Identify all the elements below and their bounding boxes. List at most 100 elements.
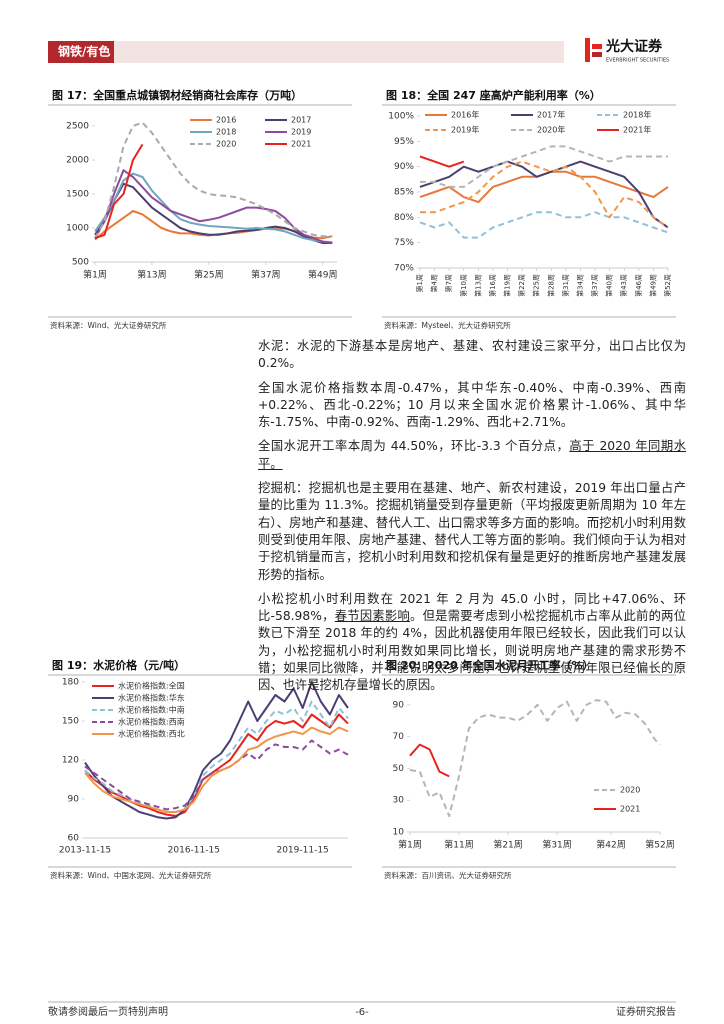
footer-label: 证券研究报告 bbox=[616, 1005, 676, 1018]
legend-label: 2016 bbox=[216, 116, 236, 125]
y-tick-label: 1500 bbox=[66, 190, 89, 200]
legend-label: 2017年 bbox=[537, 110, 565, 120]
legend-label: 水泥价格指数:中南 bbox=[118, 705, 185, 715]
chart-source: 资料来源：Mysteel、光大证券研究所 bbox=[384, 320, 511, 330]
y-tick-label: 500 bbox=[72, 258, 89, 268]
y-tick-label: 10 bbox=[393, 828, 405, 838]
x-tick-label: 第1周 bbox=[415, 274, 424, 292]
x-tick-label: 第16周 bbox=[488, 274, 497, 297]
legend-label: 2020 bbox=[216, 140, 236, 149]
x-tick-label: 第19周 bbox=[503, 274, 512, 297]
footer-note: 敬请参阅最后一页特别声明 bbox=[48, 1005, 168, 1018]
y-tick-label: 150 bbox=[62, 717, 79, 727]
text-run: 高于 2020 年同期水平。 bbox=[258, 439, 686, 471]
text-run: 小松挖机小时利用数在 2021 年 2 月为 45.0 小时，同比+47.06%… bbox=[258, 591, 686, 624]
section-title: 钢铁/有色 bbox=[58, 44, 110, 59]
paragraph: 水泥：水泥的下游基本是房地产、基建、农村建设三家平分，出口占比仅为 0.2%。 bbox=[258, 338, 686, 373]
x-tick-label: 第13周 bbox=[473, 274, 482, 297]
x-tick-label: 第31周 bbox=[561, 274, 570, 297]
text-run: 水泥：水泥的下游基本是房地产、基建、农村建设三家平分，出口占比仅为 0.2%。 bbox=[258, 339, 686, 371]
y-tick-label: 60 bbox=[68, 834, 80, 844]
series-line bbox=[94, 121, 333, 239]
y-tick-label: 85% bbox=[394, 188, 414, 198]
legend-label: 水泥价格指数:华东 bbox=[118, 693, 185, 703]
x-tick-label: 第34周 bbox=[575, 274, 584, 297]
y-tick-label: 70 bbox=[393, 732, 405, 742]
legend-label: 2016年 bbox=[451, 110, 479, 120]
x-tick-label: 第52周 bbox=[663, 274, 672, 297]
x-tick-label: 2016-11-15 bbox=[168, 846, 220, 856]
logo-icon bbox=[592, 52, 602, 57]
y-tick-label: 75% bbox=[394, 238, 414, 248]
legend-label: 2018 bbox=[216, 128, 236, 137]
chart-title: 图 18：全国 247 座高炉产能利用率（%） bbox=[386, 88, 601, 102]
paragraph: 全国水泥开工率本周为 44.50%，环比-3.3 个百分点，高于 2020 年同… bbox=[258, 438, 686, 473]
x-tick-label: 第49周 bbox=[308, 269, 337, 281]
x-tick-label: 第49周 bbox=[648, 274, 657, 297]
x-tick-label: 第10周 bbox=[459, 274, 468, 297]
legend-label: 水泥价格指数:全国 bbox=[118, 681, 185, 691]
x-tick-label: 第31周 bbox=[542, 839, 571, 851]
y-tick-label: 50 bbox=[393, 764, 405, 774]
logo-icon bbox=[585, 38, 590, 62]
x-tick-label: 2019-11-15 bbox=[276, 846, 328, 856]
series-line bbox=[420, 160, 669, 229]
legend-label: 2021年 bbox=[623, 125, 651, 135]
x-tick-label: 第21周 bbox=[493, 839, 522, 851]
series-line bbox=[94, 172, 333, 244]
logo: 光大证券 EVERBRIGHT SECURITIES bbox=[585, 38, 669, 64]
section-band bbox=[114, 41, 564, 63]
text-run: 。但是需要考虑到小松挖掘机市占率从此前的两位数已下滑至 2018 年的约 4%，… bbox=[258, 609, 686, 693]
y-tick-label: 90% bbox=[394, 162, 414, 172]
chart-title: 图 17：全国重点城镇钢材经销商社会库存（万吨） bbox=[52, 88, 302, 102]
paragraph: 挖掘机：挖掘机也是主要用在基建、地产、新农村建设，2019 年出口量占产量的比重… bbox=[258, 480, 686, 584]
text-run: 全国水泥价格指数本周-0.47%，其中华东-0.40%、中南-0.39%、西南+… bbox=[258, 380, 686, 430]
x-tick-label: 第42周 bbox=[596, 839, 625, 851]
series-line bbox=[84, 681, 349, 820]
legend-label: 2019 bbox=[291, 128, 311, 137]
x-tick-label: 2013-11-15 bbox=[59, 846, 111, 856]
legend-label: 水泥价格指数:西南 bbox=[118, 717, 185, 727]
legend-label: 2017 bbox=[291, 116, 311, 125]
series-line bbox=[94, 143, 144, 240]
series-line bbox=[419, 160, 669, 229]
series-line bbox=[409, 743, 450, 778]
y-tick-label: 70% bbox=[394, 264, 414, 274]
chart-source: 资料来源：Wind、中国水泥网、光大证券研究所 bbox=[50, 870, 212, 880]
y-tick-label: 2500 bbox=[66, 122, 89, 132]
paragraph: 小松挖机小时利用数在 2021 年 2 月为 45.0 小时，同比+47.06%… bbox=[258, 591, 686, 695]
legend-label: 2021 bbox=[620, 805, 640, 814]
chart-source: 资料来源：Wind、光大证券研究所 bbox=[50, 320, 167, 330]
text-run: 春节因素影响 bbox=[334, 609, 411, 624]
body-text: 水泥：水泥的下游基本是房地产、基建、农村建设三家平分，出口占比仅为 0.2%。全… bbox=[258, 338, 686, 702]
legend-label: 2020 bbox=[620, 786, 640, 795]
series-line bbox=[84, 739, 349, 811]
x-tick-label: 第1周 bbox=[398, 839, 422, 851]
x-tick-label: 第40周 bbox=[605, 274, 614, 297]
x-tick-label: 第52周 bbox=[645, 839, 674, 851]
x-tick-label: 第22周 bbox=[517, 274, 526, 297]
legend-label: 2018年 bbox=[623, 110, 651, 120]
x-tick-label: 第46周 bbox=[634, 274, 643, 297]
chart-title: 图 20：2020 年全国水泥月开工率（%） bbox=[386, 658, 594, 672]
x-tick-label: 第43周 bbox=[619, 274, 628, 297]
section-tag bbox=[48, 41, 114, 63]
legend-label: 2020年 bbox=[537, 125, 565, 135]
legend-label: 2019年 bbox=[451, 125, 479, 135]
y-tick-label: 100% bbox=[388, 112, 414, 122]
x-tick-label: 第13周 bbox=[137, 269, 166, 281]
logo-subtext: EVERBRIGHT SECURITIES bbox=[606, 58, 669, 64]
text-run: 挖掘机：挖掘机也是主要用在基建、地产、新农村建设，2019 年出口量占产量的比重… bbox=[258, 481, 686, 582]
page-number: -6- bbox=[355, 1007, 369, 1018]
series-line bbox=[420, 145, 668, 188]
y-tick-label: 90 bbox=[68, 795, 80, 805]
y-tick-label: 80% bbox=[394, 213, 414, 223]
y-tick-label: 180 bbox=[62, 678, 79, 688]
y-tick-label: 30 bbox=[393, 796, 405, 806]
legend-label: 水泥价格指数:西北 bbox=[118, 729, 185, 739]
text-run: 全国水泥开工率本周为 44.50%，环比-3.3 个百分点， bbox=[258, 439, 570, 454]
logo-icon bbox=[592, 44, 602, 49]
series-line bbox=[419, 155, 465, 168]
